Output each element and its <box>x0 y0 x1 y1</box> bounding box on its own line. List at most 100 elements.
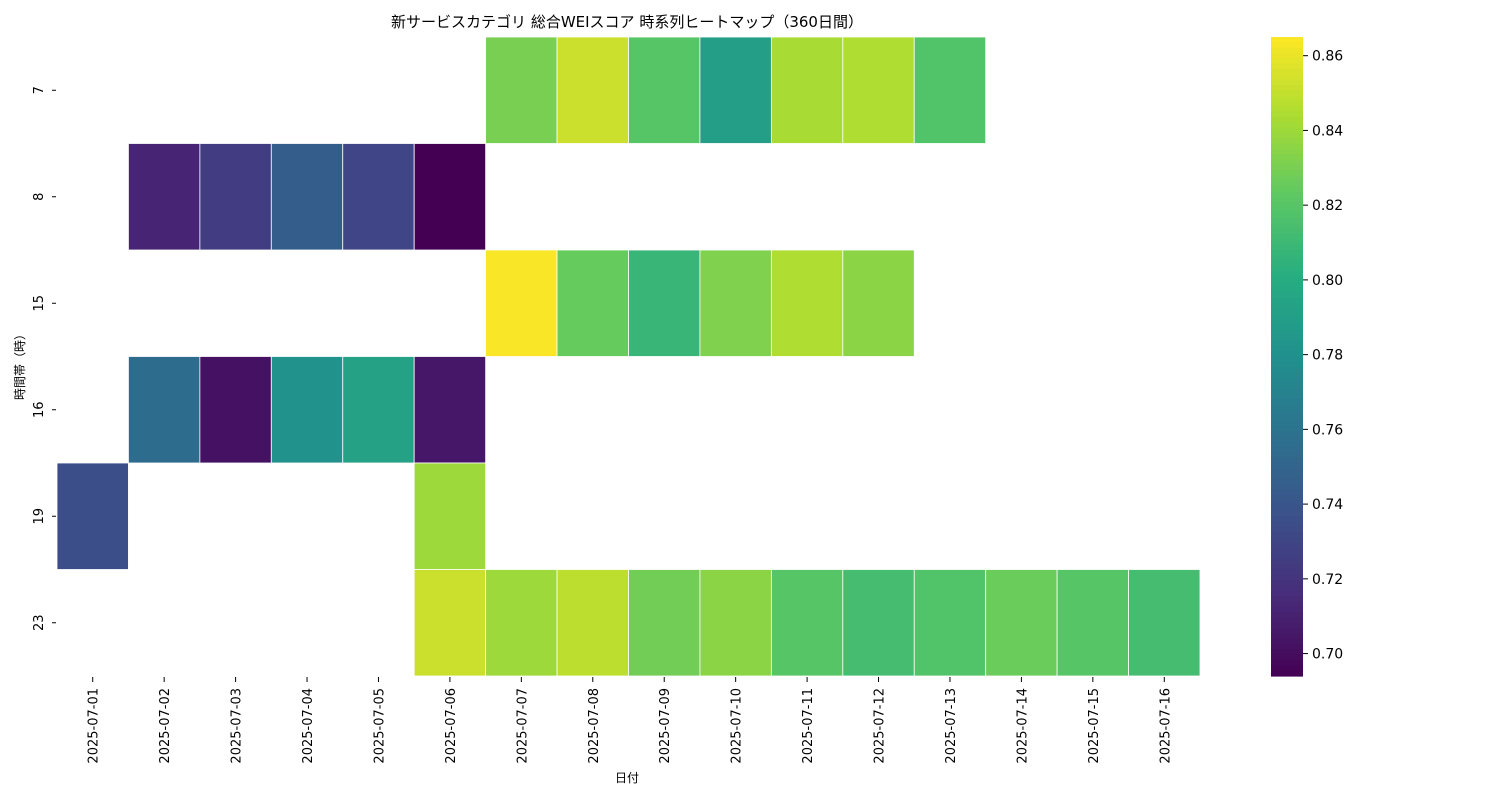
colorbar-segment <box>1271 532 1303 539</box>
colorbar-segment <box>1271 116 1303 123</box>
colorbar-tick-label: 0.72 <box>1312 572 1343 588</box>
colorbar-segment <box>1271 148 1303 155</box>
colorbar-segment <box>1271 612 1303 619</box>
colorbar-segment <box>1271 388 1303 395</box>
colorbar-segment <box>1271 415 1303 421</box>
colorbar-segment <box>1271 468 1303 475</box>
colorbar-segment <box>1271 52 1303 59</box>
colorbar-segment <box>1271 628 1303 634</box>
colorbar-tick-label: 0.78 <box>1312 348 1343 364</box>
x-tick-label: 2025-07-03 <box>230 688 245 764</box>
colorbar-segment <box>1271 526 1303 533</box>
colorbar-segment <box>1271 223 1303 230</box>
heatmap-cell <box>699 36 772 144</box>
colorbar-segment <box>1271 601 1303 608</box>
colorbar-segment <box>1271 138 1303 145</box>
colorbar-segment <box>1271 47 1303 54</box>
colorbar-segment <box>1271 553 1303 560</box>
colorbar-segment <box>1271 58 1303 65</box>
colorbar-segment <box>1271 244 1303 251</box>
colorbar-segment <box>1271 90 1303 97</box>
colorbar-segment <box>1271 63 1303 70</box>
colorbar-segment <box>1271 367 1303 374</box>
colorbar-segment <box>1271 404 1303 411</box>
colorbar-segment <box>1271 622 1303 629</box>
colorbar-segment <box>1271 313 1303 320</box>
heatmap-cell <box>770 569 844 677</box>
colorbar-segment <box>1271 585 1303 592</box>
colorbar-segment <box>1271 79 1303 86</box>
colorbar-segment <box>1271 564 1303 571</box>
colorbar-segment <box>1271 372 1303 379</box>
heatmap-cell <box>485 569 558 677</box>
heatmap-cell <box>985 569 1058 677</box>
heatmap-cell <box>270 356 344 464</box>
x-tick-label: 2025-07-15 <box>1087 688 1102 764</box>
colorbar-segment <box>1271 505 1303 512</box>
colorbar-segment <box>1271 494 1303 501</box>
colorbar-segment <box>1271 500 1303 507</box>
colorbar-segment <box>1271 42 1303 49</box>
colorbar-segment <box>1271 463 1303 469</box>
colorbar-segment <box>1271 537 1303 544</box>
heatmap-cell <box>199 143 272 251</box>
colorbar-segment <box>1271 638 1303 645</box>
colorbar-segment <box>1271 143 1303 150</box>
colorbar-segment <box>1271 393 1303 400</box>
colorbar-segment <box>1271 234 1303 240</box>
colorbar-segment <box>1271 670 1303 677</box>
colorbar-segment <box>1271 297 1303 304</box>
heatmap-cell <box>770 36 844 144</box>
colorbar-segment <box>1271 303 1303 310</box>
heatmap-cell <box>628 249 701 357</box>
heatmap-cell <box>342 356 415 464</box>
colorbar-segment <box>1271 111 1303 118</box>
colorbar-segment <box>1271 606 1303 613</box>
x-tick-label: 2025-07-14 <box>1015 688 1030 764</box>
colorbar-segment <box>1271 180 1303 187</box>
colorbar-segment <box>1271 345 1303 352</box>
colorbar-tick-label: 0.80 <box>1312 273 1343 289</box>
y-tick-label: 7 <box>32 86 47 94</box>
colorbar-segment <box>1271 457 1303 464</box>
x-tick-label: 2025-07-01 <box>87 688 102 764</box>
colorbar-segment <box>1271 265 1303 272</box>
colorbar-segment <box>1271 202 1303 208</box>
colorbar-segment <box>1271 484 1303 491</box>
heatmap-cell <box>485 249 558 357</box>
x-tick-label: 2025-07-16 <box>1158 688 1173 764</box>
heatmap-cell <box>699 249 772 357</box>
colorbar-segment <box>1271 558 1303 565</box>
colorbar-segment <box>1271 436 1303 443</box>
colorbar-segment <box>1271 644 1303 650</box>
heatmap-cell <box>199 356 272 464</box>
colorbar-tick-label: 0.74 <box>1312 497 1343 513</box>
colorbar-segment <box>1271 521 1303 528</box>
heatmap-cell <box>413 356 487 464</box>
heatmap-cell <box>842 36 915 144</box>
colorbar-segment <box>1271 377 1303 384</box>
colorbar-segment <box>1271 478 1303 485</box>
colorbar-segment <box>1271 329 1303 336</box>
chart-title: 新サービスカテゴリ 総合WEIスコア 時系列ヒートマップ（360日間） <box>391 13 863 31</box>
colorbar-segment <box>1271 207 1303 214</box>
heatmap-cell <box>128 356 201 464</box>
colorbar-segment <box>1271 196 1303 203</box>
colorbar-segment <box>1271 447 1303 453</box>
colorbar-segment <box>1271 399 1303 406</box>
colorbar-segment <box>1271 431 1303 437</box>
colorbar-segment <box>1271 361 1303 368</box>
colorbar-segment <box>1271 218 1303 224</box>
colorbar-segment <box>1271 569 1303 576</box>
colorbar: 0.70 0.72 0.74 0.76 0.78 0.80 0.82 0.84 0.86 <box>1271 37 1343 677</box>
heatmap-cell <box>842 569 915 677</box>
colorbar-segment <box>1271 132 1303 139</box>
heatmap-cell <box>413 143 487 251</box>
heatmap-cell <box>128 143 201 251</box>
colorbar-segment <box>1271 452 1303 459</box>
colorbar-segment <box>1271 590 1303 597</box>
colorbar-segment <box>1271 84 1303 91</box>
colorbar-segment <box>1271 617 1303 624</box>
colorbar-segment <box>1271 649 1303 656</box>
colorbar-tick-label: 0.84 <box>1312 123 1343 139</box>
